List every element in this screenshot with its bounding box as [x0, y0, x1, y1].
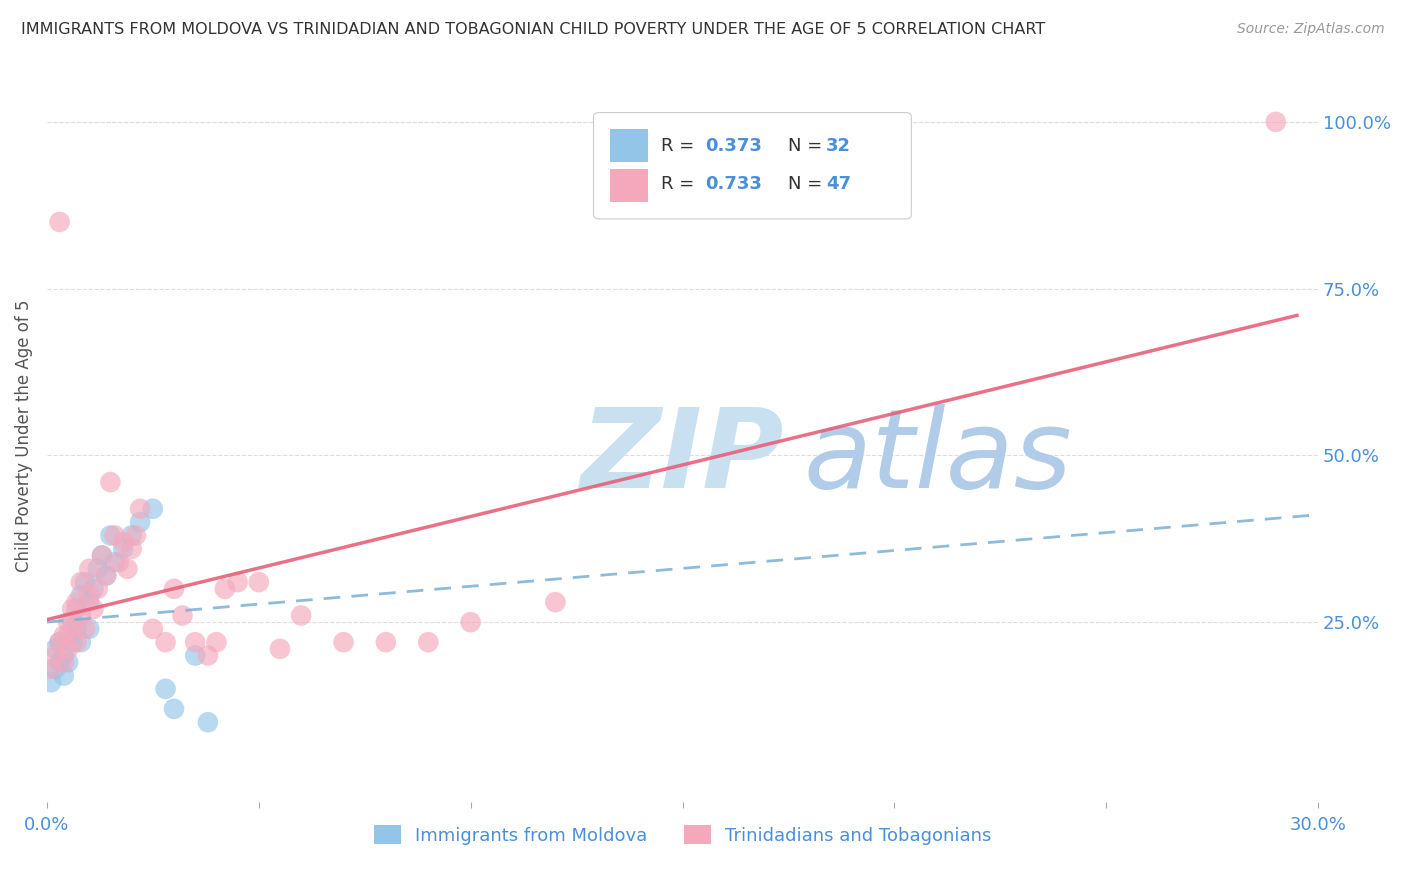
Point — [184, 635, 207, 649]
Text: 32: 32 — [827, 136, 851, 154]
Text: 0.373: 0.373 — [706, 136, 762, 154]
Point — [184, 648, 207, 663]
Point — [163, 582, 186, 596]
Point — [96, 568, 118, 582]
Point — [87, 562, 110, 576]
Point — [374, 635, 396, 649]
Point — [96, 568, 118, 582]
Point — [48, 635, 70, 649]
Point — [52, 655, 75, 669]
Point — [56, 628, 79, 642]
Point — [65, 595, 87, 609]
Text: IMMIGRANTS FROM MOLDOVA VS TRINIDADIAN AND TOBAGONIAN CHILD POVERTY UNDER THE AG: IMMIGRANTS FROM MOLDOVA VS TRINIDADIAN A… — [21, 22, 1045, 37]
Point — [65, 602, 87, 616]
Point — [1264, 115, 1286, 129]
Point — [460, 615, 482, 629]
Point — [91, 549, 114, 563]
Point — [39, 662, 62, 676]
Text: N =: N = — [787, 176, 828, 194]
Point — [48, 655, 70, 669]
Text: R =: R = — [661, 176, 700, 194]
Point — [73, 622, 96, 636]
Text: atlas: atlas — [803, 404, 1071, 511]
Point — [214, 582, 236, 596]
Point — [544, 595, 567, 609]
Text: 0.733: 0.733 — [706, 176, 762, 194]
Point — [100, 528, 122, 542]
Point — [44, 648, 66, 663]
Point — [197, 715, 219, 730]
FancyBboxPatch shape — [593, 112, 911, 219]
Legend: Immigrants from Moldova, Trinidadians and Tobagonians: Immigrants from Moldova, Trinidadians an… — [374, 825, 991, 845]
Point — [112, 535, 135, 549]
Point — [332, 635, 354, 649]
Point — [48, 215, 70, 229]
FancyBboxPatch shape — [610, 129, 648, 162]
Point — [155, 681, 177, 696]
Text: R =: R = — [661, 136, 700, 154]
Point — [77, 562, 100, 576]
Point — [39, 675, 62, 690]
Text: N =: N = — [787, 136, 828, 154]
Point — [69, 589, 91, 603]
Point — [290, 608, 312, 623]
Point — [91, 549, 114, 563]
Point — [87, 582, 110, 596]
Point — [69, 575, 91, 590]
Point — [77, 595, 100, 609]
Point — [83, 602, 105, 616]
Point — [48, 635, 70, 649]
Point — [83, 582, 105, 596]
Point — [52, 648, 75, 663]
Point — [56, 615, 79, 629]
Point — [104, 528, 127, 542]
Point — [108, 555, 131, 569]
Point — [129, 515, 152, 529]
Point — [56, 641, 79, 656]
Point — [121, 541, 143, 556]
Point — [112, 541, 135, 556]
Point — [56, 655, 79, 669]
Point — [205, 635, 228, 649]
Point — [44, 662, 66, 676]
Point — [44, 641, 66, 656]
Point — [163, 702, 186, 716]
Point — [125, 528, 148, 542]
Point — [60, 635, 83, 649]
Point — [117, 562, 139, 576]
Point — [60, 622, 83, 636]
Point — [226, 575, 249, 590]
Point — [69, 635, 91, 649]
Text: 47: 47 — [827, 176, 851, 194]
Point — [77, 622, 100, 636]
Point — [52, 668, 75, 682]
Point — [65, 622, 87, 636]
Point — [60, 602, 83, 616]
Point — [142, 622, 165, 636]
Point — [269, 641, 291, 656]
Point — [418, 635, 440, 649]
Point — [172, 608, 194, 623]
Point — [77, 589, 100, 603]
Point — [104, 555, 127, 569]
Point — [155, 635, 177, 649]
Point — [129, 501, 152, 516]
Text: Source: ZipAtlas.com: Source: ZipAtlas.com — [1237, 22, 1385, 37]
Point — [121, 528, 143, 542]
Y-axis label: Child Poverty Under the Age of 5: Child Poverty Under the Age of 5 — [15, 299, 32, 572]
Point — [65, 635, 87, 649]
FancyBboxPatch shape — [610, 169, 648, 202]
Point — [100, 475, 122, 489]
Point — [69, 608, 91, 623]
Point — [52, 628, 75, 642]
Point — [73, 575, 96, 590]
Point — [197, 648, 219, 663]
Point — [60, 615, 83, 629]
Point — [142, 501, 165, 516]
Text: ZIP: ZIP — [581, 404, 785, 511]
Point — [247, 575, 270, 590]
